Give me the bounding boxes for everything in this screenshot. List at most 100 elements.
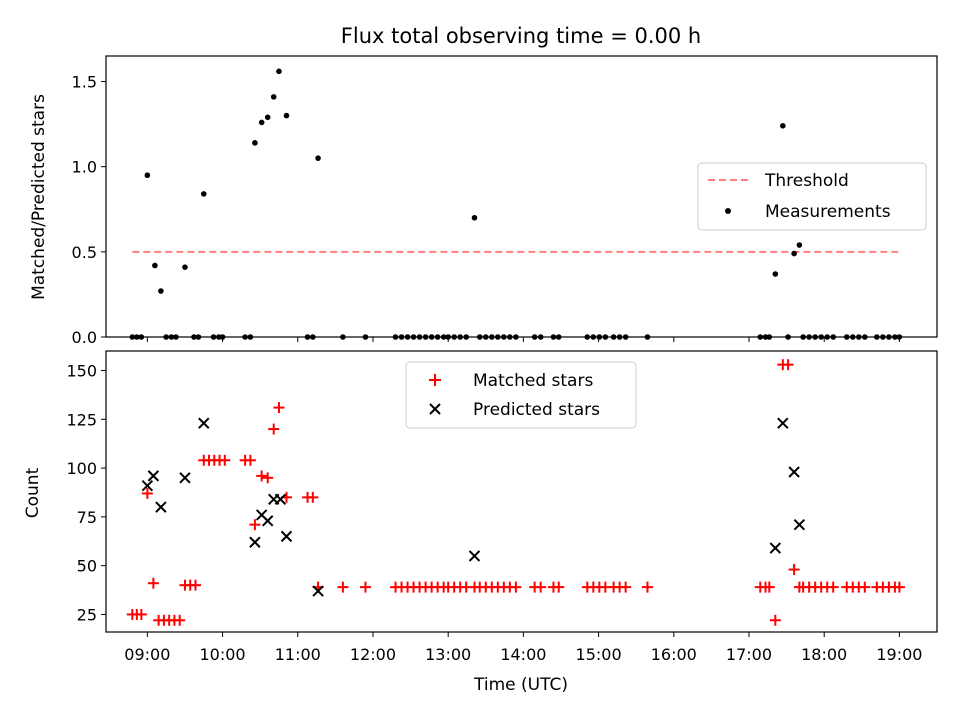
y-tick-label: 50 — [77, 557, 97, 576]
x-tick-label: 16:00 — [651, 645, 697, 664]
measurement-point — [158, 288, 164, 294]
matched-point — [262, 472, 274, 484]
matched-point — [337, 581, 349, 593]
matched-stars-series — [126, 359, 905, 626]
y-tick-label: 0.5 — [72, 243, 97, 262]
predicted-point — [793, 518, 806, 531]
x-tick-label: 19:00 — [876, 645, 922, 664]
x-tick-label: 14:00 — [500, 645, 546, 664]
matched-point — [553, 581, 565, 593]
measurement-point — [270, 94, 277, 100]
matched-point — [268, 423, 280, 435]
measurement-point — [182, 264, 188, 270]
matched-point — [147, 577, 159, 589]
bottom-legend: Matched stars Predicted stars — [405, 361, 637, 429]
predicted-point — [769, 542, 782, 554]
matched-point — [273, 402, 285, 414]
bottom-x-ticks: 09:00 10:00 11:00 12:00 13:00 14:00 15:00 16:00… — [124, 632, 922, 664]
predicted-point — [261, 515, 274, 527]
top-panel: 0.0 0.5 1.0 1.5 Matched/Predicted stars Thr… — [29, 55, 938, 347]
y-tick-label: 125 — [66, 410, 97, 429]
measurement-point — [200, 191, 207, 197]
matched-point — [249, 519, 261, 531]
measurement-point — [152, 262, 158, 269]
matched-point — [620, 581, 632, 593]
matched-legend-label: Matched stars — [473, 371, 593, 391]
matched-point — [893, 581, 905, 593]
measurement-point — [276, 68, 282, 75]
x-axis-label: Time (UTC) — [473, 675, 568, 695]
matched-point — [788, 564, 800, 576]
measurements-legend-label: Measurements — [765, 202, 891, 222]
measurement-point — [264, 114, 271, 121]
matched-point — [219, 454, 231, 466]
measurement-point — [772, 271, 779, 277]
bottom-panel: 25 50 75 100 125 150 09:00 10:00 11:00 12:00 13:0… — [23, 350, 938, 695]
predicted-point — [141, 479, 154, 492]
matched-point — [641, 581, 653, 593]
matched-point — [135, 608, 147, 620]
predicted-point — [777, 417, 789, 429]
predicted-point — [179, 472, 191, 484]
y-tick-label: 150 — [66, 362, 97, 381]
top-y-axis-label: Matched/Predicted stars — [29, 94, 49, 300]
measurement-point — [471, 214, 478, 221]
matched-point — [763, 581, 775, 593]
predicted-point — [249, 536, 261, 548]
matched-point — [244, 454, 256, 466]
predicted-legend-swatch — [429, 403, 441, 415]
measurement-point — [144, 172, 151, 179]
x-tick-label: 10:00 — [200, 645, 246, 664]
top-x-ticks — [146, 337, 900, 342]
x-tick-label: 09:00 — [124, 645, 170, 664]
matched-point — [782, 359, 794, 371]
matched-point — [535, 581, 547, 593]
predicted-point — [788, 466, 800, 478]
top-legend: Threshold Measurements — [697, 162, 927, 231]
predicted-point — [280, 530, 293, 543]
predicted-point — [147, 470, 160, 482]
bottom-y-ticks: 25 50 75 100 125 150 — [66, 362, 106, 624]
matched-point — [827, 581, 839, 593]
top-legend-box — [697, 162, 927, 231]
predicted-point — [155, 501, 167, 513]
matched-point — [859, 581, 871, 593]
y-tick-label: 0.0 — [72, 328, 97, 347]
matched-point — [359, 581, 371, 593]
y-tick-label: 1.5 — [72, 73, 97, 92]
predicted-point — [274, 493, 287, 506]
matched-point — [141, 487, 153, 499]
bottom-legend-box — [405, 361, 637, 429]
bottom-plot-area — [126, 359, 905, 626]
matched-point — [307, 491, 319, 503]
matched-point — [189, 579, 201, 591]
chart-title: Flux total observing time = 0.00 h — [341, 24, 701, 48]
matched-point — [769, 614, 781, 626]
top-y-ticks: 0.0 0.5 1.0 1.5 — [72, 73, 106, 347]
measurement-point — [283, 112, 290, 119]
measurement-point — [791, 250, 797, 257]
measurement-point — [252, 140, 258, 146]
y-tick-label: 1.0 — [72, 158, 97, 177]
x-tick-label: 11:00 — [275, 645, 321, 664]
x-tick-label: 12:00 — [350, 645, 396, 664]
measurement-point — [780, 123, 786, 129]
y-tick-label: 25 — [77, 605, 97, 624]
x-tick-label: 13:00 — [425, 645, 471, 664]
matched-point — [510, 581, 522, 593]
threshold-legend-label: Threshold — [764, 171, 849, 191]
x-tick-label: 18:00 — [801, 645, 847, 664]
x-tick-label: 17:00 — [726, 645, 772, 664]
matched-point — [256, 470, 268, 482]
top-axes-frame — [105, 55, 938, 338]
predicted-point — [198, 417, 210, 429]
bottom-y-axis-label: Count — [23, 467, 43, 518]
matched-point — [174, 614, 186, 626]
matched-legend-swatch — [429, 374, 441, 386]
measurement-point — [796, 242, 803, 248]
y-tick-label: 75 — [77, 508, 97, 527]
measurement-point — [315, 155, 321, 161]
predicted-legend-label: Predicted stars — [473, 400, 600, 420]
y-tick-label: 100 — [66, 459, 97, 478]
